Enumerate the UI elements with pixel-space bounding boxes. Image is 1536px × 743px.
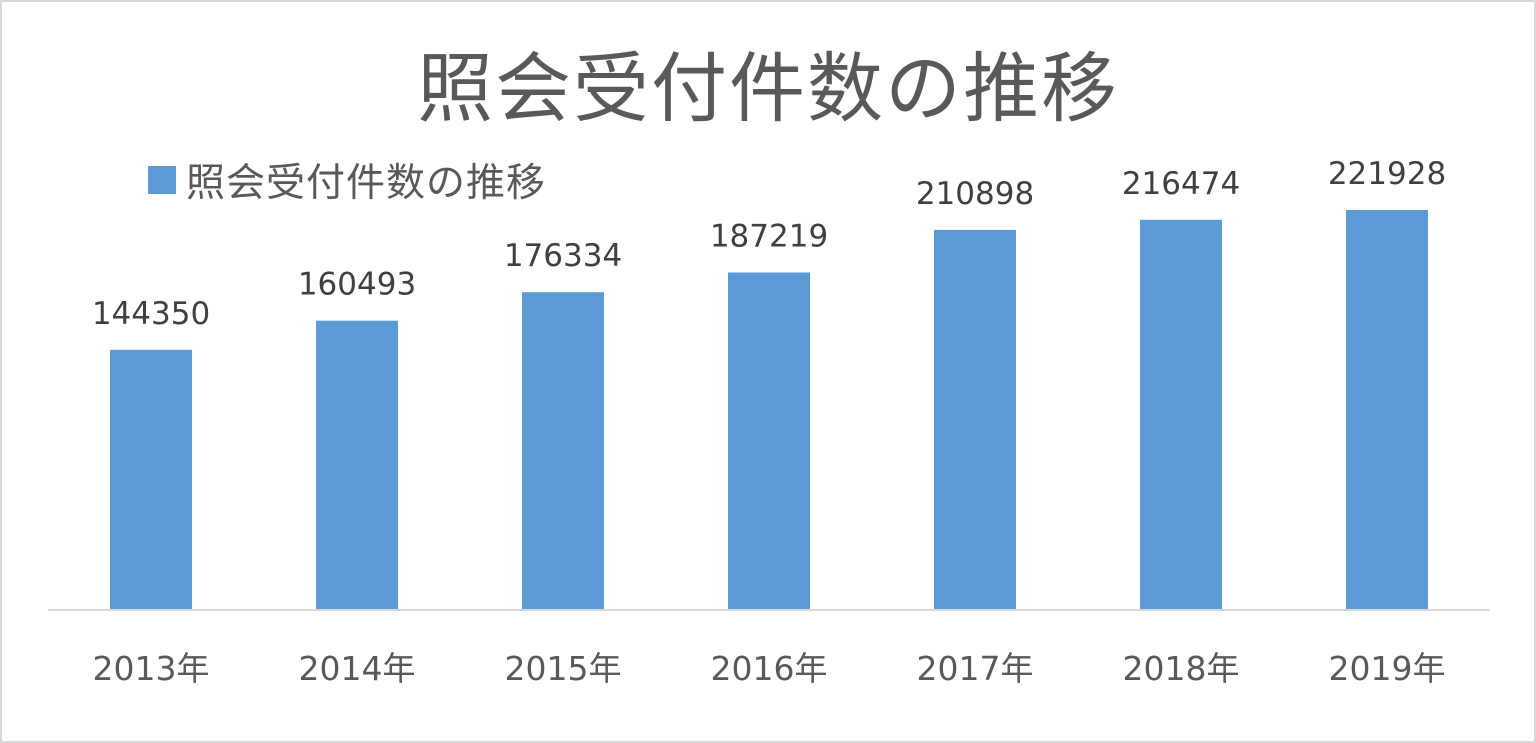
bar-5 <box>934 229 1016 610</box>
x-tick-label-3: 2015年 <box>505 649 622 688</box>
bar-4 <box>728 272 810 610</box>
data-label-6: 216474 <box>1122 166 1240 202</box>
x-tick-label-4: 2016年 <box>711 649 828 688</box>
data-label-1: 144350 <box>92 296 210 332</box>
x-tick-label-5: 2017年 <box>917 649 1034 688</box>
legend: 照会受付件数の推移 <box>148 154 546 206</box>
bar-1 <box>110 349 192 610</box>
bar-6 <box>1140 219 1222 611</box>
x-tick-label-1: 2013年 <box>93 649 210 688</box>
data-label-4: 187219 <box>710 219 828 255</box>
x-tick-label-6: 2018年 <box>1123 649 1240 688</box>
bar-2 <box>316 320 398 610</box>
data-label-2: 160493 <box>298 267 416 303</box>
bar-7 <box>1346 210 1428 610</box>
bar-3 <box>522 292 604 610</box>
legend-label: 照会受付件数の推移 <box>186 161 547 206</box>
legend-swatch <box>148 166 176 194</box>
data-label-7: 221928 <box>1328 156 1446 192</box>
data-label-5: 210898 <box>916 176 1034 212</box>
chart-title: 照会受付件数の推移 <box>417 44 1119 133</box>
data-label-3: 176334 <box>504 238 622 274</box>
x-tick-label-7: 2019年 <box>1329 649 1446 688</box>
x-tick-label-2: 2014年 <box>299 649 416 688</box>
